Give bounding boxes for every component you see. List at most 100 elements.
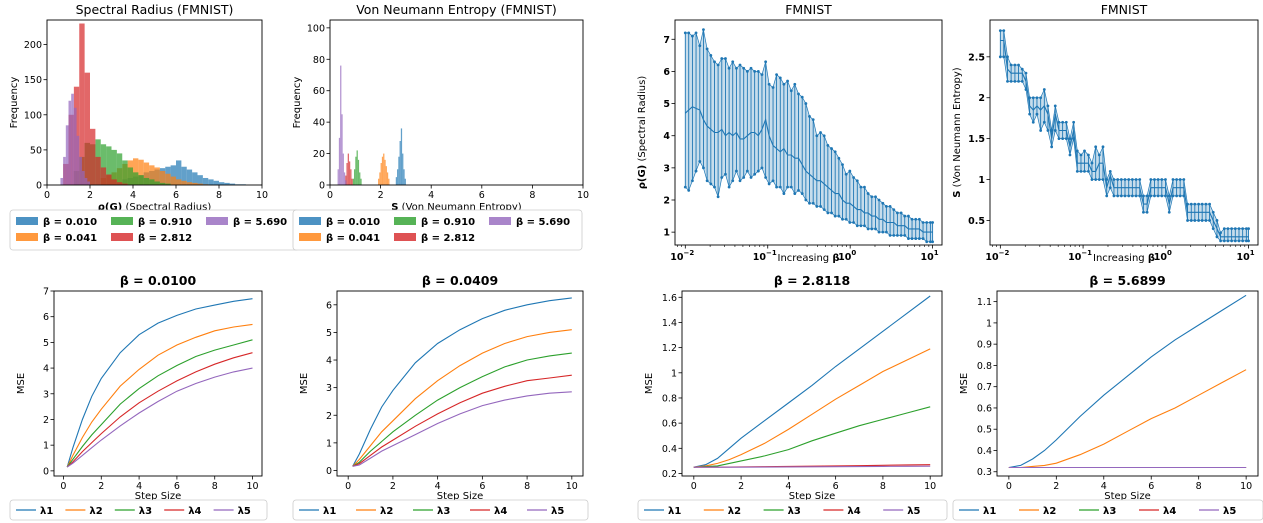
x-tick-label: 2: [87, 190, 93, 201]
y-tick-label: 1: [663, 228, 670, 239]
legend-mse_2: λ1 λ2 λ3 λ4 λ5: [292, 499, 589, 521]
hist-bar: [397, 169, 399, 185]
legend-frame: [292, 209, 583, 251]
legend-swatch: [16, 217, 38, 225]
legend-mse_3: λ1 λ2 λ3 λ4 λ5: [637, 499, 948, 521]
x-tick-label: 6: [173, 190, 179, 201]
hist-bar: [149, 165, 155, 185]
legend-label: β = 5.690: [516, 217, 570, 228]
hist-bar: [395, 177, 398, 185]
hist-bar: [345, 180, 347, 185]
hist-bar: [360, 178, 362, 185]
y-tick-label: 0.5: [977, 425, 992, 436]
x-tick-label: 100: [1154, 249, 1172, 263]
legend-label: λ2: [728, 506, 741, 517]
hist-bar: [186, 182, 193, 185]
chart-title: β = 2.8118: [774, 273, 850, 288]
x-axis-label: Step Size: [135, 491, 181, 502]
y-tick-label: 0.4: [662, 444, 677, 455]
legend-label: λ3: [788, 506, 801, 517]
legend-label: λ5: [907, 506, 920, 517]
legend-label: λ1: [323, 506, 336, 517]
chart-title: β = 0.0100: [120, 273, 197, 288]
legend-swatch: [394, 217, 416, 225]
y-tick-label: 20: [313, 149, 325, 160]
legend-label: β = 5.690: [233, 217, 287, 228]
x-tick-label: 6: [479, 190, 485, 201]
legend-swatch: [111, 217, 133, 225]
legend-swatch: [111, 233, 133, 241]
y-tick-label: 1.4: [662, 318, 677, 329]
y-tick-label: 1: [43, 441, 49, 452]
legend-label: λ4: [1163, 506, 1176, 517]
y-tick-label: 0.8: [662, 393, 677, 404]
x-tick-label: 0: [691, 481, 697, 492]
hist-bar: [154, 167, 160, 185]
y-tick-label: 3: [326, 383, 332, 394]
y-tick-label: 80: [313, 55, 325, 66]
x-tick-label: 10−2: [985, 249, 1009, 263]
x-tick-label: 101: [1237, 249, 1255, 263]
x-tick-label: 10−1: [1068, 249, 1092, 263]
hist-bar: [345, 175, 347, 185]
panel-err_entropy: 10−2 10−1 100 1010.511.522.5FMNISTIncreasin…: [952, 2, 1259, 264]
hist-bar: [381, 156, 384, 185]
hist-bar: [224, 182, 230, 185]
hist-bar: [384, 159, 386, 185]
hist-bar: [149, 179, 155, 185]
legend-frame: [292, 499, 589, 521]
legend-label: λ2: [380, 506, 393, 517]
hist-bar: [63, 156, 66, 185]
x-tick-label: 4: [130, 190, 136, 201]
hist-bar: [213, 180, 219, 185]
hist-bar: [122, 160, 128, 185]
x-tick-exponent: −2: [684, 249, 695, 257]
y-tick-label: 0: [326, 466, 332, 477]
x-label-symbol: β: [832, 253, 839, 264]
hist-bar: [165, 173, 171, 185]
x-label-symbol: β: [1148, 253, 1155, 264]
x-tick-label: 10: [1240, 481, 1252, 492]
y-tick-label: 0.6: [977, 403, 992, 414]
x-tick-label: 4: [1101, 481, 1107, 492]
x-label-text: (Spectral Radius): [122, 202, 211, 213]
series-line-λ5: [352, 391, 572, 467]
y-tick-label: 5: [663, 99, 670, 110]
hist-bar: [100, 167, 107, 185]
hist-bar: [357, 159, 360, 185]
y-axis-label: MSE: [299, 373, 310, 394]
hist-bar: [81, 170, 85, 185]
legend-hist_spectral: β = 0.010 β = 0.041 β = 0.910 β = 2.812 β = …: [9, 209, 300, 251]
y-tick-label: 1: [978, 175, 985, 186]
series-line-λ3: [693, 406, 931, 468]
y-tick-label: 4: [663, 131, 670, 142]
hist-bar: [138, 159, 144, 185]
x-tick-label: 6: [833, 481, 839, 492]
y-tick-label: 4: [326, 356, 332, 367]
hist-bar: [346, 163, 348, 185]
y-tick-label: 1: [326, 438, 332, 449]
y-tick-label: 6: [43, 312, 49, 323]
x-tick-label: 10−2: [670, 249, 694, 263]
y-tick-label: 2: [326, 411, 332, 422]
legend-swatch: [206, 217, 228, 225]
chart-title: FMNIST: [785, 2, 832, 17]
hist-bar: [208, 179, 214, 185]
series-line-λ4: [352, 374, 572, 467]
hist-bar: [79, 156, 82, 185]
legend-frame: [952, 499, 1263, 521]
hist-bar: [90, 128, 96, 185]
y-tick-label: 1.5: [968, 134, 985, 145]
legend-mse_4: λ1 λ2 λ3 λ4 λ5: [952, 499, 1263, 521]
hist-bar: [386, 172, 389, 185]
x-tick-label: 0: [44, 190, 50, 201]
hist-bar: [84, 72, 90, 185]
x-axis-label: ρ(G) (Spectral Radius): [98, 202, 212, 213]
hist-bar: [176, 160, 182, 185]
y-tick-label: 0: [43, 466, 49, 477]
hist-bar: [388, 178, 390, 185]
hist-bar: [351, 178, 353, 185]
series-line-λ3: [66, 339, 253, 468]
